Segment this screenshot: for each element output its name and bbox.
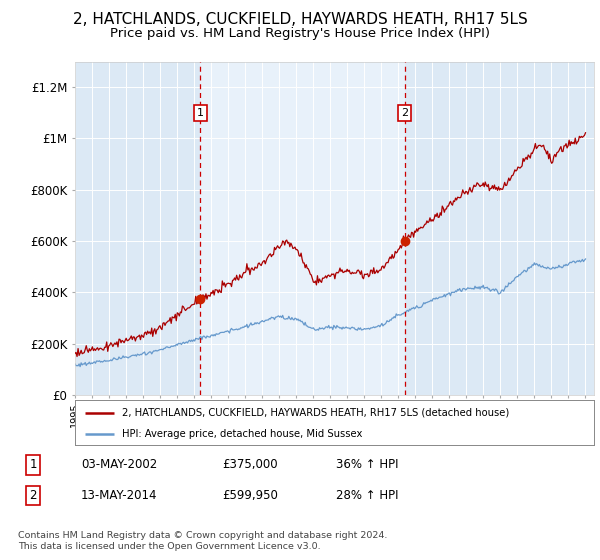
Bar (200, 62, 404, 395)
Text: HPI: Average price, detached house, Mid Sussex: HPI: Average price, detached house, Mid … (122, 428, 362, 438)
Text: 1: 1 (197, 108, 204, 118)
Text: 03-MAY-2002: 03-MAY-2002 (81, 458, 157, 472)
Text: 2: 2 (401, 108, 408, 118)
Text: 28% ↑ HPI: 28% ↑ HPI (336, 489, 398, 502)
Text: 2: 2 (29, 489, 37, 502)
Text: 2, HATCHLANDS, CUCKFIELD, HAYWARDS HEATH, RH17 5LS (detached house): 2, HATCHLANDS, CUCKFIELD, HAYWARDS HEATH… (122, 408, 509, 418)
Text: £375,000: £375,000 (222, 458, 278, 472)
Text: £599,950: £599,950 (222, 489, 278, 502)
Text: Price paid vs. HM Land Registry's House Price Index (HPI): Price paid vs. HM Land Registry's House … (110, 27, 490, 40)
Text: 2, HATCHLANDS, CUCKFIELD, HAYWARDS HEATH, RH17 5LS: 2, HATCHLANDS, CUCKFIELD, HAYWARDS HEATH… (73, 12, 527, 27)
Text: This data is licensed under the Open Government Licence v3.0.: This data is licensed under the Open Gov… (18, 542, 320, 551)
Text: Contains HM Land Registry data © Crown copyright and database right 2024.: Contains HM Land Registry data © Crown c… (18, 531, 388, 540)
Text: 36% ↑ HPI: 36% ↑ HPI (336, 458, 398, 472)
Text: 1: 1 (29, 458, 37, 472)
Text: 13-MAY-2014: 13-MAY-2014 (81, 489, 157, 502)
